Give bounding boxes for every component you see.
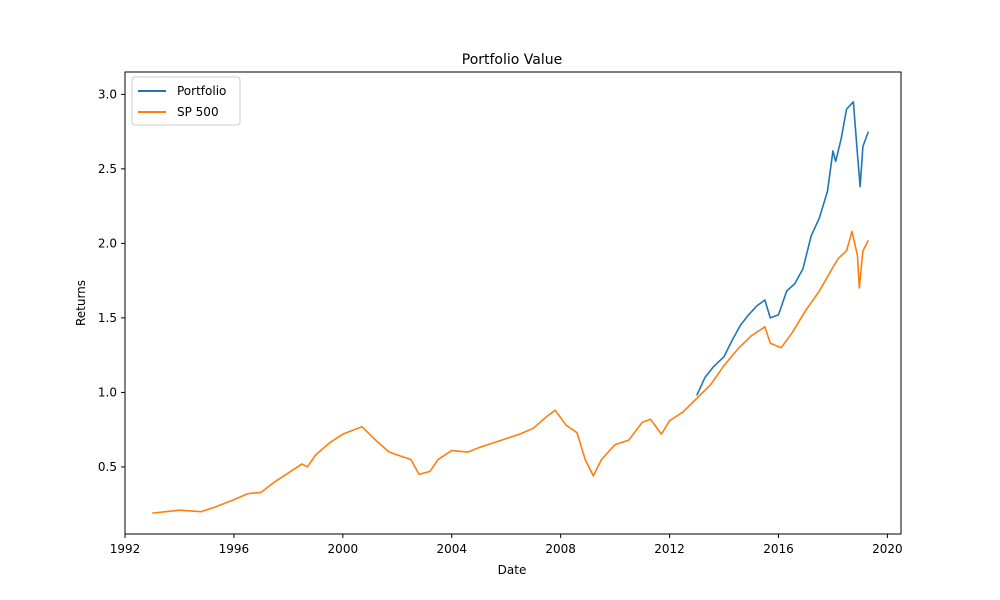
x-tick-label: 2008	[545, 542, 576, 556]
legend: Portfolio SP 500	[131, 76, 241, 126]
series-layer	[152, 101, 870, 514]
y-axis: 0.5 1.0 1.5 2.0 2.5 3.0	[98, 87, 125, 474]
x-tick-label: 2016	[763, 542, 794, 556]
y-tick-label: 2.5	[98, 162, 117, 176]
x-tick-label: 1996	[219, 542, 250, 556]
chart-title: Portfolio Value	[462, 52, 563, 68]
x-tick-label: 2012	[654, 542, 685, 556]
series-line-portfolio	[696, 101, 870, 396]
series-line-sp-500	[152, 230, 870, 514]
y-tick-label: 1.0	[98, 385, 117, 399]
x-tick-label: 2020	[872, 542, 903, 556]
x-tick-label: 2004	[436, 542, 467, 556]
y-tick-label: 3.0	[98, 87, 117, 101]
y-tick-label: 2.0	[98, 236, 117, 250]
x-tick-label: 2000	[328, 542, 359, 556]
plot-area	[124, 71, 902, 535]
x-axis: 1992 1996 2000 2004 2008 2012 2016 2020	[110, 534, 903, 556]
y-tick-label: 1.5	[98, 311, 117, 325]
y-axis-label: Returns	[74, 280, 88, 326]
axes-frame	[124, 71, 902, 535]
y-tick-label: 0.5	[98, 460, 117, 474]
legend-label-sp500: SP 500	[177, 105, 219, 119]
x-axis-label: Date	[498, 563, 527, 577]
legend-label-portfolio: Portfolio	[177, 84, 226, 98]
x-tick-label: 1992	[110, 542, 141, 556]
